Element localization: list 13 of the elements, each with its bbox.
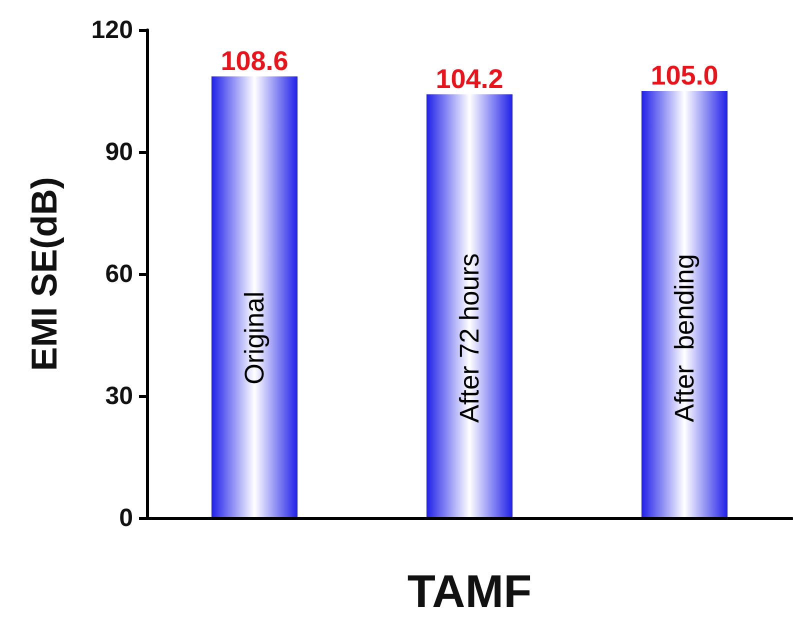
x-tick-label: After bending (670, 254, 700, 422)
data-label: 105.0 (650, 60, 718, 90)
y-tick-label: 30 (105, 382, 133, 410)
y-tick-label: 60 (105, 260, 133, 288)
data-label: 104.2 (436, 64, 504, 94)
x-tick-label: Original (240, 291, 270, 385)
y-tick-label: 0 (119, 504, 133, 532)
y-tick-label: 120 (91, 16, 133, 44)
y-axis-title: EMI SE(dB) (24, 177, 64, 371)
x-tick-label: After 72 hours (454, 253, 484, 423)
x-axis-title: TAMF (407, 565, 532, 617)
data-label: 108.6 (220, 46, 288, 76)
y-tick-label: 90 (105, 138, 133, 166)
